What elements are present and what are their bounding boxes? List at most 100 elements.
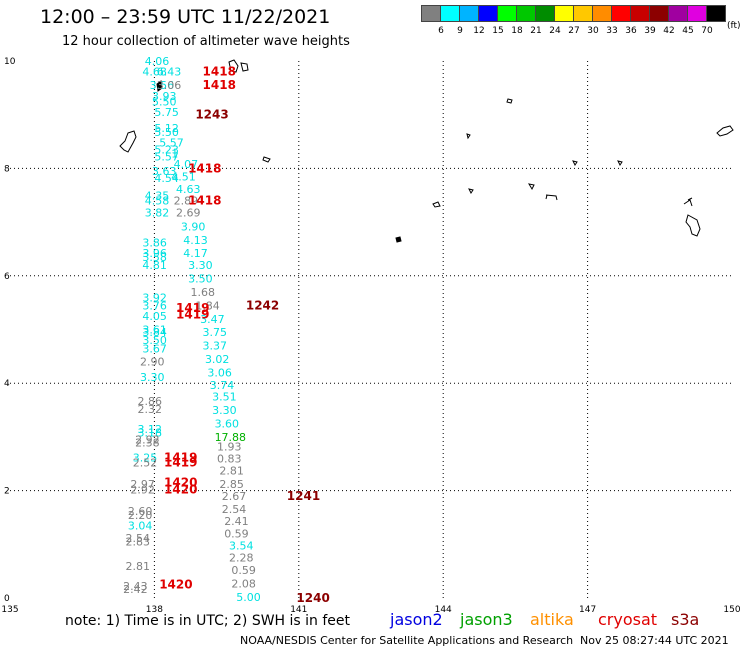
island-chuuk-lagoon <box>683 197 701 237</box>
pass-time-label: 1420 <box>164 483 197 497</box>
wave-height-value: 2.81 <box>219 465 244 478</box>
wave-height-value: 5.00 <box>236 591 261 604</box>
wave-height-value: 5.50 <box>154 126 179 139</box>
wave-height-value: 3.06 <box>157 79 182 92</box>
wave-height-value: 3.02 <box>205 353 230 366</box>
wave-height-value: 2.52 <box>133 457 158 470</box>
x-tick-label: 135 <box>1 605 18 615</box>
wave-height-value: 3.74 <box>210 379 235 392</box>
wave-height-value: 3.76 <box>142 299 167 312</box>
wave-height-value: 2.89 <box>174 195 199 208</box>
scale-tick-label: 33 <box>606 26 618 36</box>
wave-height-value: 2.54 <box>126 532 150 545</box>
scale-tick-label: 45 <box>682 26 694 36</box>
island-puluwat <box>545 194 558 201</box>
legend-satellite-jason3: jason3 <box>460 610 513 629</box>
pass-time-label: 1419 <box>176 307 209 321</box>
wave-height-value: 1 <box>171 147 178 160</box>
wave-height-value: 4.51 <box>171 170 196 183</box>
map-title: 12:00 – 23:59 UTC 11/22/2021 <box>40 6 331 28</box>
wave-height-value: 1.84 <box>195 299 220 312</box>
wave-height-value: 1.93 <box>217 441 242 454</box>
wave-height-value: 5.50 <box>152 95 177 108</box>
pass-time-label: 1419 <box>176 301 209 315</box>
wave-height-value: 1.68 <box>191 286 216 299</box>
wave-height-value: 3.50 <box>142 334 167 347</box>
island-satawal <box>617 160 623 166</box>
y-tick-label: 0 <box>4 594 10 604</box>
island-ulithi-east <box>262 156 271 163</box>
footer-note: note: 1) Time is in UTC; 2) SWH is in fe… <box>65 613 351 629</box>
x-tick-label: 138 <box>146 605 163 615</box>
legend-satellite-altika: altika <box>530 610 574 629</box>
wave-height-value: 5.23 <box>154 144 179 157</box>
wave-height-value: 4.13 <box>183 234 208 247</box>
scale-tick-label: 9 <box>457 26 463 36</box>
island-palau-main <box>119 130 137 153</box>
wave-height-value: 2.90 <box>140 356 165 369</box>
wave-height-value: 5.57 <box>154 151 179 164</box>
wave-height-value: 3.54 <box>229 539 254 552</box>
wave-height-value: 4.58 <box>145 195 170 208</box>
pass-time-label: 1241 <box>287 489 320 503</box>
scale-tick-label: 70 <box>701 26 713 36</box>
pass-time-label: 1419 <box>164 456 197 470</box>
wave-height-value: 2.38 <box>135 436 160 449</box>
wave-height-value: 2.69 <box>176 206 201 219</box>
wave-height-value: 5.12 <box>154 122 179 135</box>
pass-time-label: 1419 <box>164 450 197 464</box>
wave-height-value: 2.28 <box>229 552 254 565</box>
island-woleai <box>466 133 471 140</box>
scale-tick-label: 15 <box>492 26 504 36</box>
wave-height-value: 2.60 <box>128 505 153 518</box>
wave-height-value: 2.42 <box>123 583 148 596</box>
x-tick-label: 147 <box>579 605 596 615</box>
wave-height-value: 3.61 <box>142 324 167 337</box>
wave-height-value: 3.12 <box>138 423 163 436</box>
wave-height-value: 2.67 <box>222 490 247 503</box>
wave-height-value: 2.92 <box>130 484 155 497</box>
wave-height-value: 0.59 <box>224 528 249 541</box>
wave-height-value: 2.85 <box>219 478 244 491</box>
wave-height-value: 2.08 <box>231 578 256 591</box>
wave-height-value: 4.68 <box>142 66 167 79</box>
pass-time-label: 1418 <box>203 78 236 92</box>
wave-height-value: 3.75 <box>203 326 228 339</box>
wave-height-value: 3.84 <box>142 326 167 339</box>
pass-time-labels: 1418141812431418141812421419141914191419… <box>159 65 330 605</box>
map-axis-ticks: 135 138 141 144 147 150 0 2 4 6 8 10 <box>1 57 740 615</box>
wave-height-value: 4.06 <box>145 55 170 68</box>
coastline-islands <box>119 59 734 243</box>
y-tick-label: 8 <box>4 164 10 174</box>
x-tick-label: 144 <box>435 605 452 615</box>
legend-satellite-cryosat: cryosat <box>598 610 658 629</box>
wave-height-value: 4.05 <box>142 310 167 323</box>
scale-tick-label: 42 <box>663 26 675 36</box>
scale-unit-label: (ft) <box>727 21 740 31</box>
pass-time-label: 1420 <box>164 476 197 490</box>
y-tick-label: 6 <box>4 272 10 282</box>
scale-tick-label: 12 <box>473 26 485 36</box>
wave-height-value: 3.50 <box>188 272 213 285</box>
wave-height-value: 3.93 <box>152 90 177 103</box>
wave-height-value: 3.86 <box>142 237 167 250</box>
wave-height-value: 2.20 <box>128 509 153 522</box>
wave-height-value: 4.63 <box>176 183 201 196</box>
wave-height-value: 4.35 <box>145 189 170 202</box>
wave-height-value: 4.54 <box>154 172 179 185</box>
scale-tick-label: 24 <box>549 26 561 36</box>
wave-height-value: 4.81 <box>142 259 167 272</box>
pass-time-label: 1418 <box>188 161 221 175</box>
island-lamotrek <box>572 160 578 166</box>
wave-height-value: 3.51 <box>212 391 237 404</box>
pass-time-label: 1418 <box>203 65 236 79</box>
wave-height-value: 3.56 <box>150 79 175 92</box>
pass-time-label: 1242 <box>246 298 279 312</box>
y-tick-label: 2 <box>4 487 10 497</box>
wave-height-value: 3.30 <box>140 371 165 384</box>
legend-satellite-s3a: s3a <box>671 610 700 629</box>
wave-height-value: 3.04 <box>128 520 153 533</box>
island-yap-dot <box>156 80 163 92</box>
legend-satellite-jason2: jason2 <box>390 610 443 629</box>
